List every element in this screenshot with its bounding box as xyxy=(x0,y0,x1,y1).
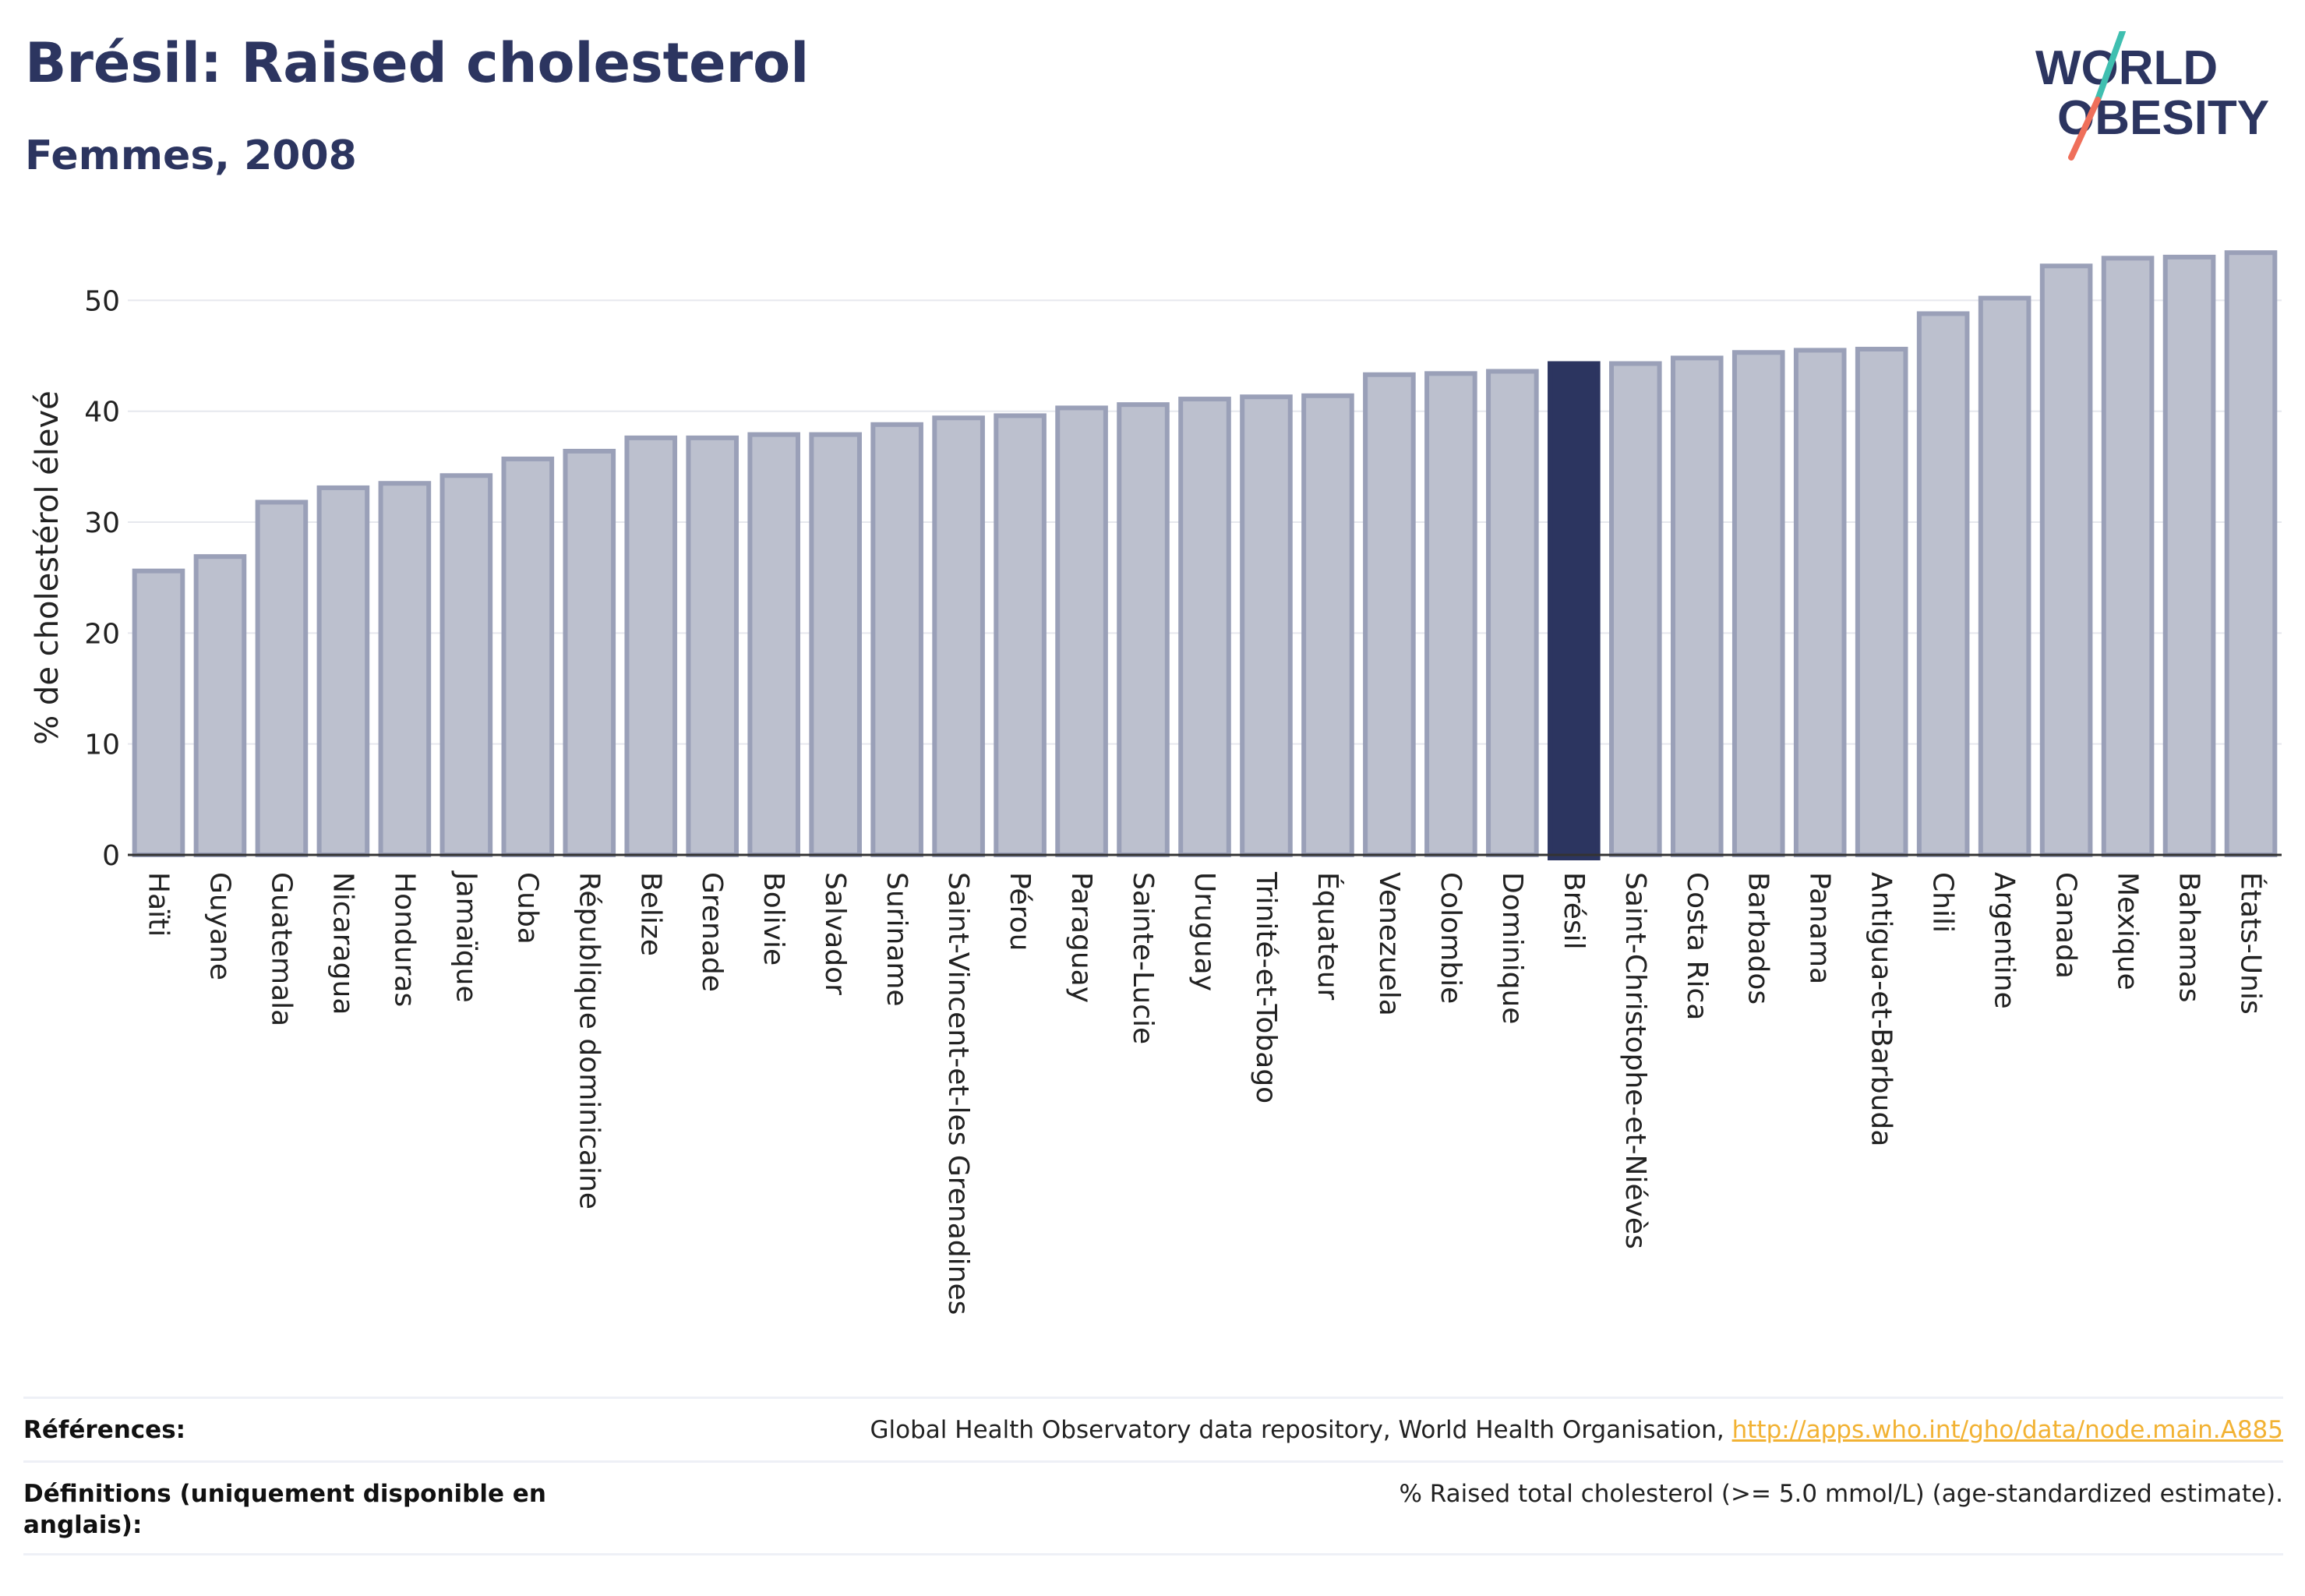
bar xyxy=(378,481,432,857)
definitions-value: % Raised total cholesterol (>= 5.0 mmol/… xyxy=(1399,1480,2283,1508)
references-text: Global Health Observatory data repositor… xyxy=(870,1416,1732,1444)
x-tick-label: Équateur xyxy=(1311,872,1344,1001)
bar xyxy=(994,413,1047,857)
x-tick-label: Saint-Vincent-et-les Grenadines xyxy=(942,872,974,1315)
page-subtitle: Femmes, 2008 xyxy=(25,132,357,179)
bar xyxy=(1424,371,1477,857)
references-link[interactable]: http://apps.who.int/gho/data/node.main.A… xyxy=(1731,1416,2283,1444)
x-tick-label: Colombie xyxy=(1435,872,1467,1004)
x-tick-label: Venezuela xyxy=(1373,872,1405,1016)
x-tick-label: Honduras xyxy=(388,872,420,1007)
references-table: Références: Global Health Observatory da… xyxy=(23,1396,2283,1555)
x-tick-label: Paraguay xyxy=(1065,872,1097,1003)
x-tick-label: Guyane xyxy=(203,872,235,980)
x-tick-label: Bahamas xyxy=(2173,872,2205,1003)
x-tick-label: Bolivie xyxy=(757,872,789,966)
references-row: Références: Global Health Observatory da… xyxy=(23,1396,2283,1460)
x-tick-label: République dominicaine xyxy=(573,872,605,1209)
y-tick-label: 20 xyxy=(84,618,120,650)
bar xyxy=(1178,397,1231,857)
x-tick-label: Uruguay xyxy=(1188,872,1220,991)
x-tick-label: Suriname xyxy=(881,872,912,1007)
x-tick-label: Panama xyxy=(1804,872,1836,984)
references-value: Global Health Observatory data repositor… xyxy=(870,1414,2283,1446)
x-tick-label: Argentine xyxy=(1989,872,2021,1009)
y-tick-label: 40 xyxy=(84,397,120,429)
definitions-label: Définitions (uniquement disponible en an… xyxy=(23,1480,546,1539)
bar xyxy=(255,500,309,857)
x-tick-label: Jamaïque xyxy=(450,870,482,1003)
definitions-row: Définitions (uniquement disponible en an… xyxy=(23,1460,2283,1555)
x-tick-label: Barbados xyxy=(1742,872,1774,1005)
bar xyxy=(1240,394,1293,857)
y-axis-title: % de cholestérol élevé xyxy=(30,390,65,745)
bar xyxy=(193,554,247,857)
world-obesity-logo: WORLD OBESITY xyxy=(2035,31,2269,161)
x-tick-label: Brésil xyxy=(1558,872,1590,950)
bar xyxy=(1301,393,1354,857)
bar xyxy=(2224,250,2278,857)
references-label: Références: xyxy=(23,1416,186,1444)
y-tick-label: 30 xyxy=(84,507,120,539)
bar xyxy=(747,432,800,857)
x-tick-label: Belize xyxy=(634,872,666,956)
bar xyxy=(1117,402,1170,857)
x-tick-label: Canada xyxy=(2050,872,2082,979)
bar xyxy=(2039,263,2093,858)
bar xyxy=(1793,348,1847,857)
x-tick-label: États-Unis xyxy=(2235,872,2268,1015)
x-tick-label: Haïti xyxy=(142,872,174,937)
x-tick-label: Mexique xyxy=(2112,872,2144,990)
bar xyxy=(1670,355,1724,857)
bar-chart: 0 10 20 30 40 50 % de cholestérol élevé Haïti Gu… xyxy=(30,250,2282,1315)
x-tick-label: Dominique xyxy=(1496,872,1528,1024)
bar xyxy=(1731,350,1785,857)
x-tick-label: Salvador xyxy=(819,872,851,995)
bar xyxy=(1855,347,1908,857)
x-tick-label: Saint-Christophe-et-Niévès xyxy=(1619,872,1651,1249)
logo-slash-coral xyxy=(2068,97,2101,161)
y-tick-label: 50 xyxy=(84,285,120,317)
bar xyxy=(1609,361,1662,858)
bar xyxy=(316,485,370,857)
bar xyxy=(1916,311,1970,857)
bar xyxy=(2101,256,2155,857)
bar xyxy=(2162,254,2216,857)
x-tick-label: Cuba xyxy=(511,872,543,945)
y-tick-label: 10 xyxy=(84,729,120,761)
bar xyxy=(501,456,555,857)
bar xyxy=(132,568,185,858)
y-tick-label: 0 xyxy=(102,840,120,872)
bar xyxy=(1486,369,1539,857)
bar xyxy=(563,448,616,857)
x-tick-label: Sainte-Lucie xyxy=(1127,872,1159,1044)
x-tick-label: Trinité-et-Tobago xyxy=(1250,871,1282,1103)
x-tick-label: Chili xyxy=(1927,872,1959,933)
logo-text-world: WORLD xyxy=(2035,41,2218,95)
bar xyxy=(932,415,985,857)
bar xyxy=(439,473,493,858)
x-tick-label: Guatemala xyxy=(265,872,297,1026)
x-tick-label: Antigua-et-Barbuda xyxy=(1866,872,1897,1146)
bar xyxy=(624,435,678,857)
bar xyxy=(1055,405,1108,857)
x-tick-label: Costa Rica xyxy=(1681,872,1713,1020)
bar xyxy=(686,435,740,857)
page-title: Brésil: Raised cholesterol xyxy=(25,31,810,95)
x-tick-label: Grenade xyxy=(696,872,728,992)
bar xyxy=(1978,295,2031,857)
logo-slash-teal xyxy=(2095,31,2126,103)
bar xyxy=(1548,361,1601,861)
bar xyxy=(1363,372,1416,857)
x-tick-label: Pérou xyxy=(1004,872,1036,951)
x-tick-label: Nicaragua xyxy=(327,872,358,1015)
bar xyxy=(870,422,923,857)
bar xyxy=(809,432,862,857)
